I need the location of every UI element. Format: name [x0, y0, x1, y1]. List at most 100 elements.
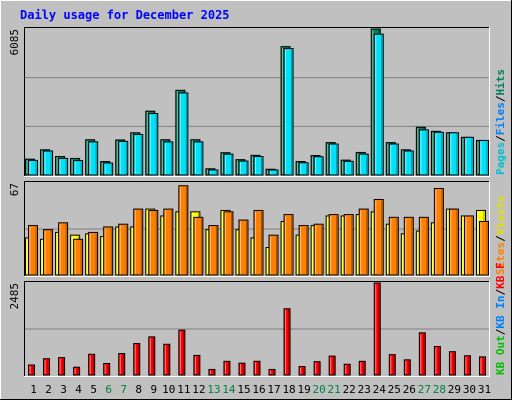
bar-hits-files-day-31: [478, 139, 489, 176]
x-tick-label-day-28: 28: [433, 383, 446, 396]
bar-visits-sites-day-14: [223, 211, 234, 276]
bar-hits-files-day-15: [238, 160, 249, 176]
panel-visits-legend: Sites/Visits: [494, 196, 507, 276]
x-tick-label-day-12: 12: [192, 383, 205, 396]
x-tick-label-day-25: 25: [388, 383, 401, 396]
bar-kbytes-kb-f-day-13: [208, 368, 216, 376]
x-tick-label-day-14: 14: [222, 383, 236, 396]
bar-kbytes-kb-f-day-28: [433, 345, 441, 376]
x-tick-label-day-1: 1: [30, 383, 37, 396]
bar-kbytes-kb-f-day-20: [313, 361, 321, 376]
legend-entry: Files: [494, 102, 507, 135]
bar-visits-sites-day-6: [103, 226, 114, 276]
bar-visits-sites-day-10: [163, 208, 174, 276]
x-tick-label-day-9: 9: [150, 383, 157, 396]
bar-kbytes-kb-f-day-27: [418, 332, 426, 376]
bar-visits-sites-day-19: [298, 225, 309, 276]
bar-visits-sites-day-12: [193, 216, 204, 276]
x-tick-label-day-24: 24: [373, 383, 387, 396]
bar-hits-files-day-8: [133, 133, 144, 176]
bar-hits-files-day-13: [208, 169, 219, 176]
legend-entry: KB F: [494, 262, 507, 289]
bar-kbytes-kb-f-day-18: [283, 308, 291, 376]
bar-hits-files-day-6: [103, 162, 114, 176]
chart-title: Daily usage for December 2025: [20, 8, 230, 22]
x-tick-label-day-29: 29: [448, 383, 461, 396]
x-tick-label-day-5: 5: [90, 383, 97, 396]
bar-visits-sites-day-3: [58, 222, 69, 276]
bar-kbytes-kb-f-day-7: [118, 353, 126, 376]
bar-kbytes-kb-f-day-14: [223, 360, 231, 376]
x-tick-label-day-17: 17: [267, 383, 280, 396]
x-tick-label-day-31: 31: [478, 383, 491, 396]
bar-kbytes-kb-f-day-10: [163, 343, 171, 376]
bar-hits-files-day-9: [148, 113, 159, 176]
x-tick-label-day-11: 11: [177, 383, 190, 396]
bar-hits-files-day-26: [403, 150, 414, 176]
legend-entry: KB Out: [494, 335, 507, 375]
x-tick-label-day-20: 20: [313, 383, 326, 396]
bar-visits-sites-day-15: [238, 219, 249, 276]
bar-hits-files-day-4: [73, 160, 84, 176]
bar-hits-files-day-25: [388, 143, 399, 176]
bar-kbytes-kb-f-day-1: [28, 364, 36, 376]
bar-kbytes-kb-f-day-2: [43, 358, 51, 376]
bar-kbytes-kb-f-day-21: [328, 355, 336, 376]
bar-kbytes-kb-f-day-5: [88, 353, 96, 376]
bar-visits-sites-day-20: [313, 223, 324, 276]
bar-visits-sites-day-16: [253, 209, 264, 276]
x-axis-labels: 1 2 3 4 5 6 7 8 9 10 11 12 13 14 15 16 17 18 19 20 21 22 23 24 2…: [30, 383, 491, 396]
panel-kbytes-legend: KB Out/KB In/KB F: [494, 262, 507, 375]
bar-visits-sites-day-4: [73, 238, 84, 276]
bar-hits-files-day-19: [298, 162, 309, 176]
bar-kbytes-kb-f-day-26: [403, 359, 411, 376]
bar-kbytes-kb-f-day-3: [58, 357, 66, 376]
bar-hits-files-day-12: [193, 141, 204, 176]
x-tick-label-day-13: 13: [207, 383, 220, 396]
legend-entry: /: [494, 289, 507, 296]
legend-entry: /: [494, 235, 507, 242]
bar-kbytes-kb-f-day-23: [358, 360, 366, 376]
x-tick-label-day-10: 10: [162, 383, 175, 396]
bar-hits-files-day-17: [268, 169, 279, 176]
legend-entry: Visits: [494, 196, 507, 236]
x-tick-label-day-23: 23: [358, 383, 371, 396]
bar-kbytes-kb-f-day-4: [73, 366, 81, 376]
bar-kbytes-kb-f-day-15: [238, 362, 246, 376]
bar-kbytes-kb-f-day-12: [193, 354, 201, 376]
bar-hits-files-day-30: [463, 136, 474, 176]
bar-visits-sites-day-26: [403, 216, 414, 276]
bar-kbytes-kb-f-day-6: [103, 363, 111, 376]
panel-visits: 67 Sites/Visits: [8, 181, 507, 277]
bar-kbytes-kb-f-day-29: [448, 351, 456, 376]
legend-entry: KB In: [494, 296, 507, 329]
x-tick-label-day-15: 15: [237, 383, 250, 396]
bar-hits-files-day-14: [223, 153, 234, 176]
bar-hits-files-day-22: [343, 160, 354, 176]
bar-visits-sites-day-1: [28, 225, 39, 276]
x-tick-label-day-30: 30: [463, 383, 476, 396]
bar-visits-sites-day-27: [418, 216, 429, 276]
x-tick-label-day-16: 16: [252, 383, 265, 396]
bar-hits-files-day-23: [358, 153, 369, 176]
bar-kbytes-kb-f-day-8: [133, 343, 141, 376]
bar-visits-sites-day-31: [478, 220, 489, 276]
bar-kbytes-kb-f-day-17: [268, 368, 276, 376]
x-tick-label-day-18: 18: [282, 383, 295, 396]
bar-kbytes-kb-f-day-19: [298, 365, 306, 376]
bar-hits-files-day-3: [58, 157, 69, 176]
chart-panels: 6085Pages/Files/Hits67Sites/Visits2485KB…: [8, 27, 507, 377]
bar-kbytes-kb-f-day-30: [463, 355, 471, 376]
x-tick-label-day-26: 26: [403, 383, 416, 396]
panel-kbytes-ymax-label: 2485: [8, 283, 21, 310]
bar-kbytes-kb-f-day-9: [148, 336, 156, 376]
bar-visits-sites-day-8: [133, 208, 144, 276]
bar-hits-files-day-18: [283, 48, 294, 176]
bar-visits-sites-day-7: [118, 223, 129, 276]
bar-hits-files-day-16: [253, 156, 264, 176]
bar-visits-sites-day-22: [343, 214, 354, 276]
bar-hits-files-day-28: [433, 131, 444, 176]
legend-entry: /: [494, 328, 507, 335]
